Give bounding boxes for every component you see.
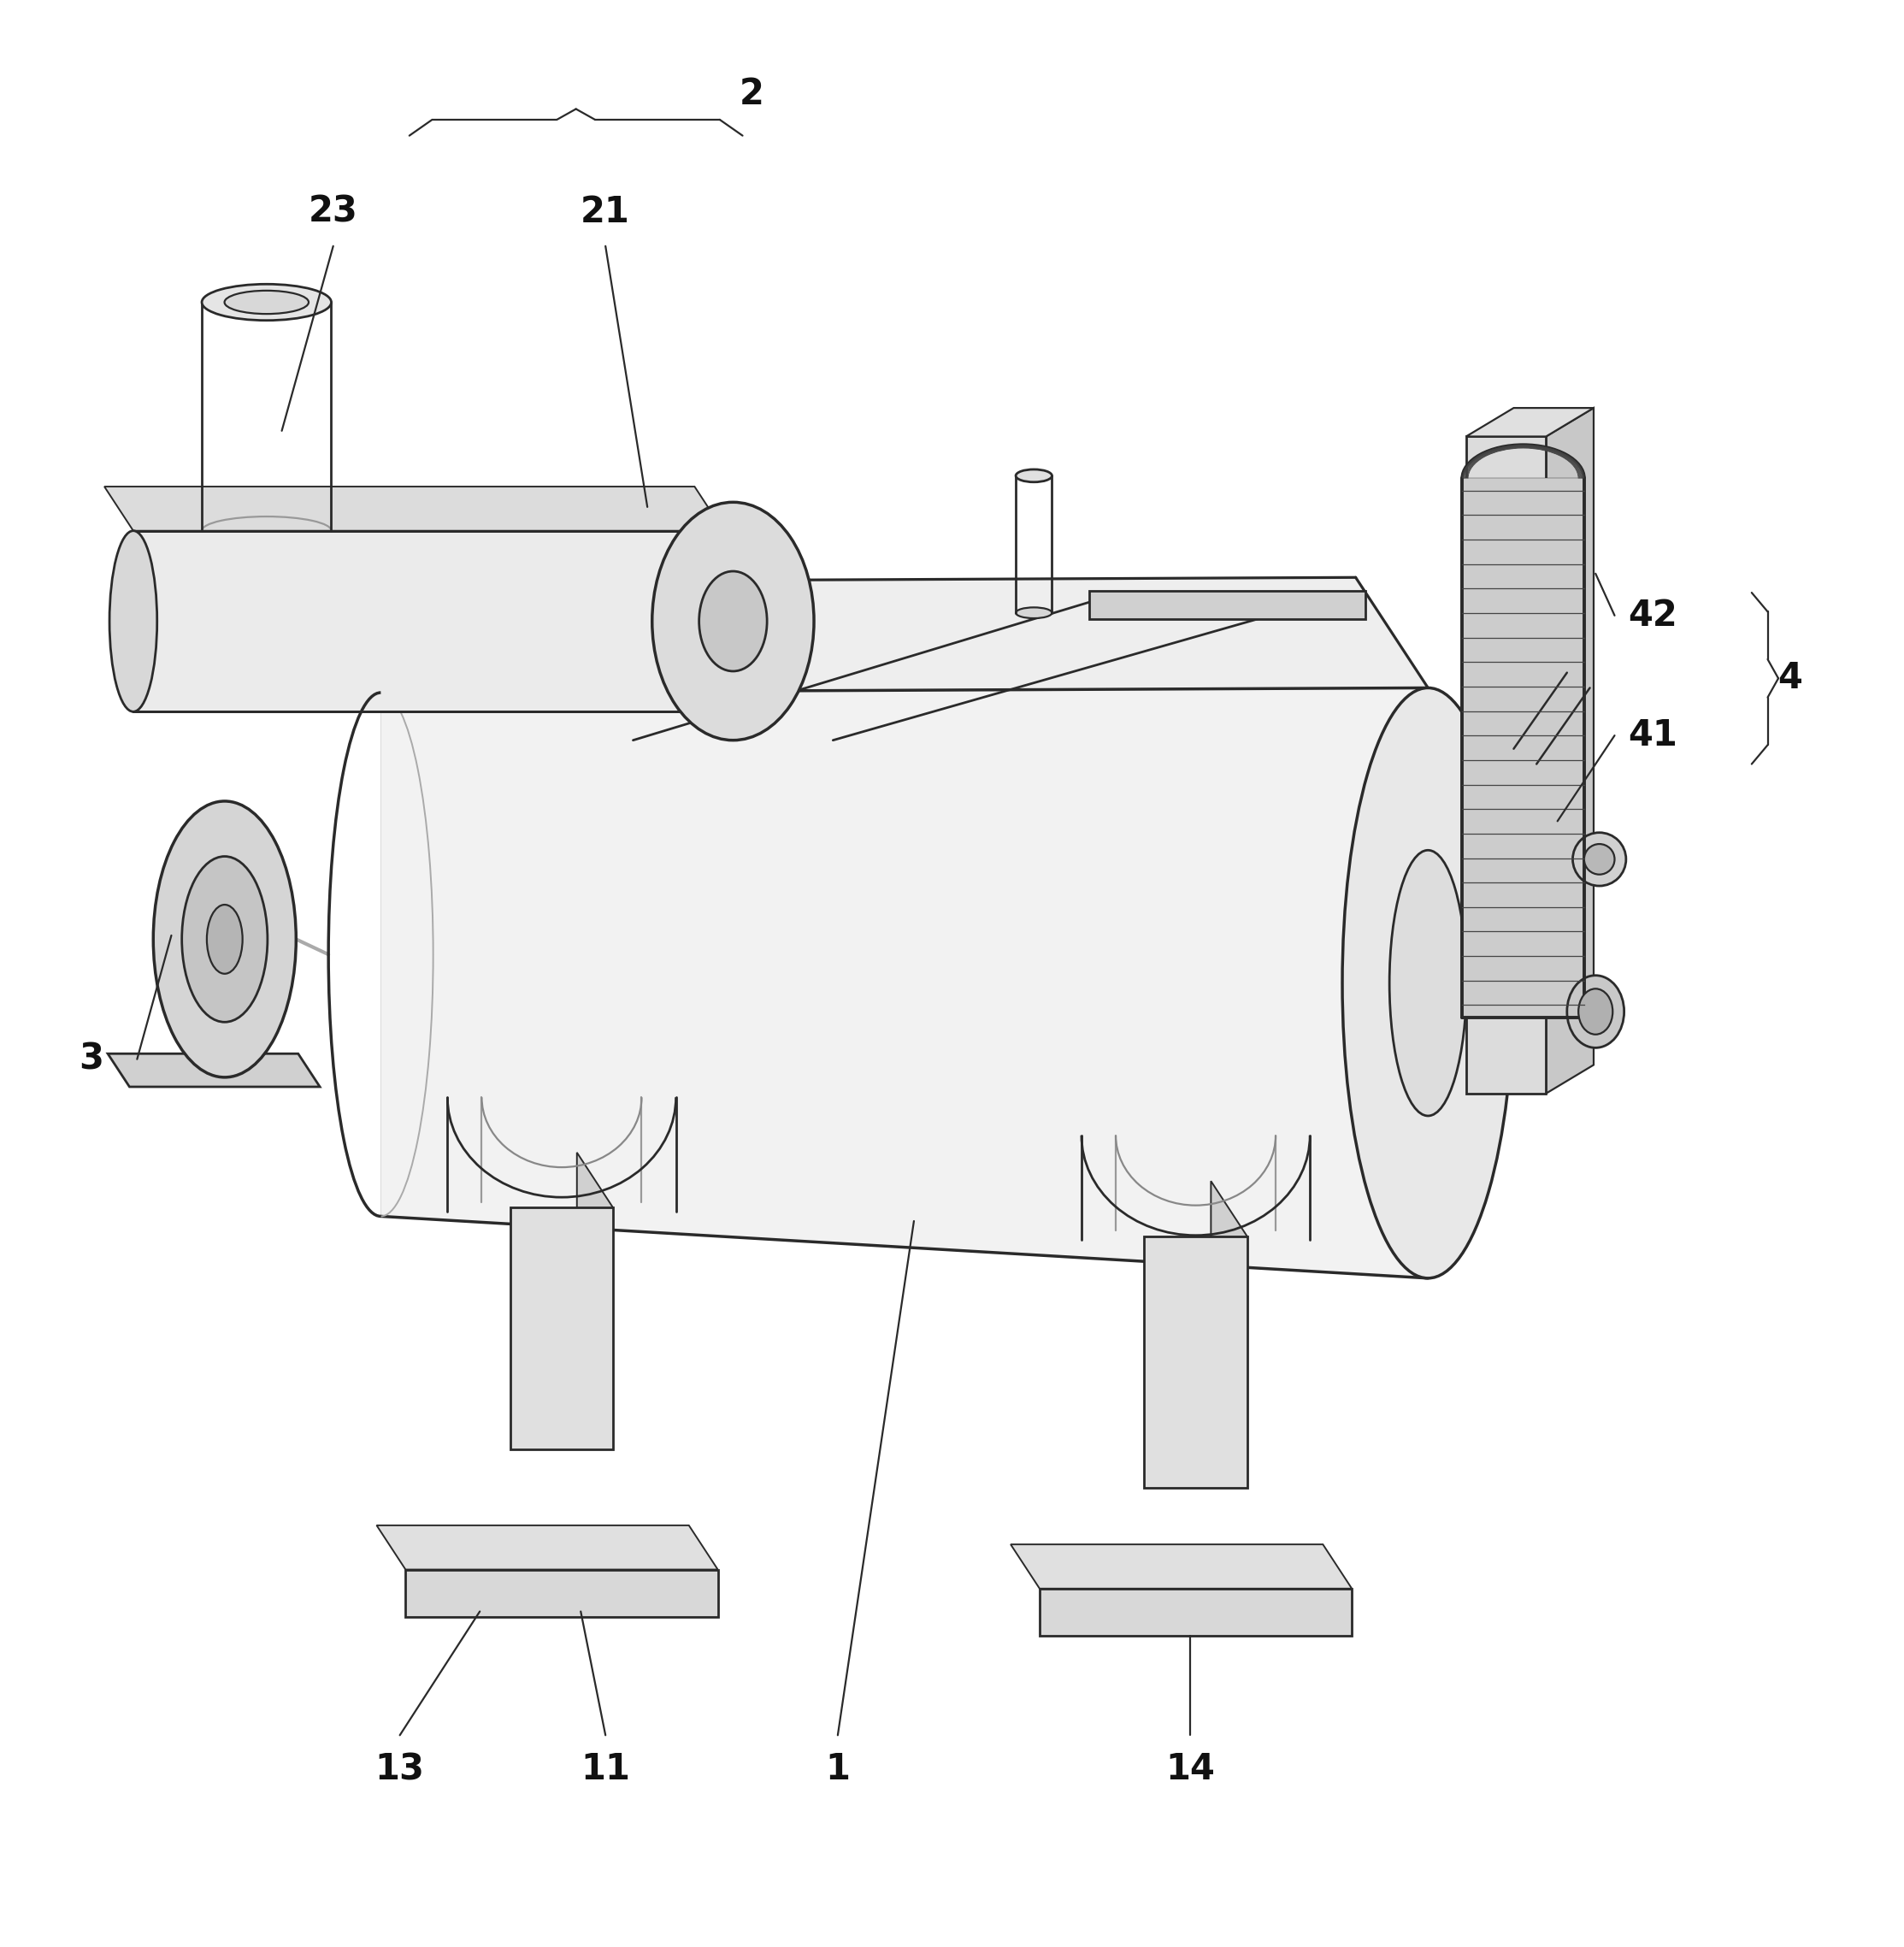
Ellipse shape [1017,607,1053,619]
Bar [1466,436,1546,1094]
Polygon shape [381,687,1428,1277]
Polygon shape [577,1153,613,1451]
Polygon shape [1546,409,1594,1094]
Text: 21: 21 [581,195,630,230]
Ellipse shape [1017,469,1053,483]
Polygon shape [109,1053,320,1086]
Polygon shape [1466,409,1594,436]
Bar [510,1207,613,1451]
Ellipse shape [183,857,267,1022]
Bar [1144,1236,1247,1488]
Polygon shape [133,532,724,713]
Bar [406,1569,718,1618]
Polygon shape [308,578,1428,693]
Text: 13: 13 [375,1752,425,1787]
Polygon shape [105,487,724,532]
Text: 14: 14 [1165,1752,1215,1787]
Text: 41: 41 [1628,718,1677,753]
Ellipse shape [1573,833,1626,886]
Ellipse shape [1493,853,1519,878]
Ellipse shape [1342,687,1514,1277]
Ellipse shape [1584,843,1615,874]
Polygon shape [1462,479,1584,1016]
Polygon shape [1011,1544,1352,1589]
Ellipse shape [109,532,156,713]
Text: 23: 23 [308,195,358,230]
Bar [1040,1589,1352,1635]
Polygon shape [377,1525,718,1569]
Ellipse shape [1390,851,1466,1116]
Text: 11: 11 [581,1752,630,1787]
Ellipse shape [208,905,242,974]
Ellipse shape [1578,989,1613,1034]
Text: 4: 4 [1778,660,1801,697]
Text: 1: 1 [824,1752,851,1787]
Text: 42: 42 [1628,598,1677,633]
Text: 3: 3 [78,1042,105,1077]
Ellipse shape [202,284,331,321]
Ellipse shape [225,290,308,313]
Ellipse shape [699,570,767,672]
Bar [1089,590,1365,619]
Ellipse shape [152,800,297,1077]
Ellipse shape [651,502,815,740]
Text: 2: 2 [741,76,764,111]
Polygon shape [1211,1182,1247,1488]
Ellipse shape [1567,975,1624,1047]
